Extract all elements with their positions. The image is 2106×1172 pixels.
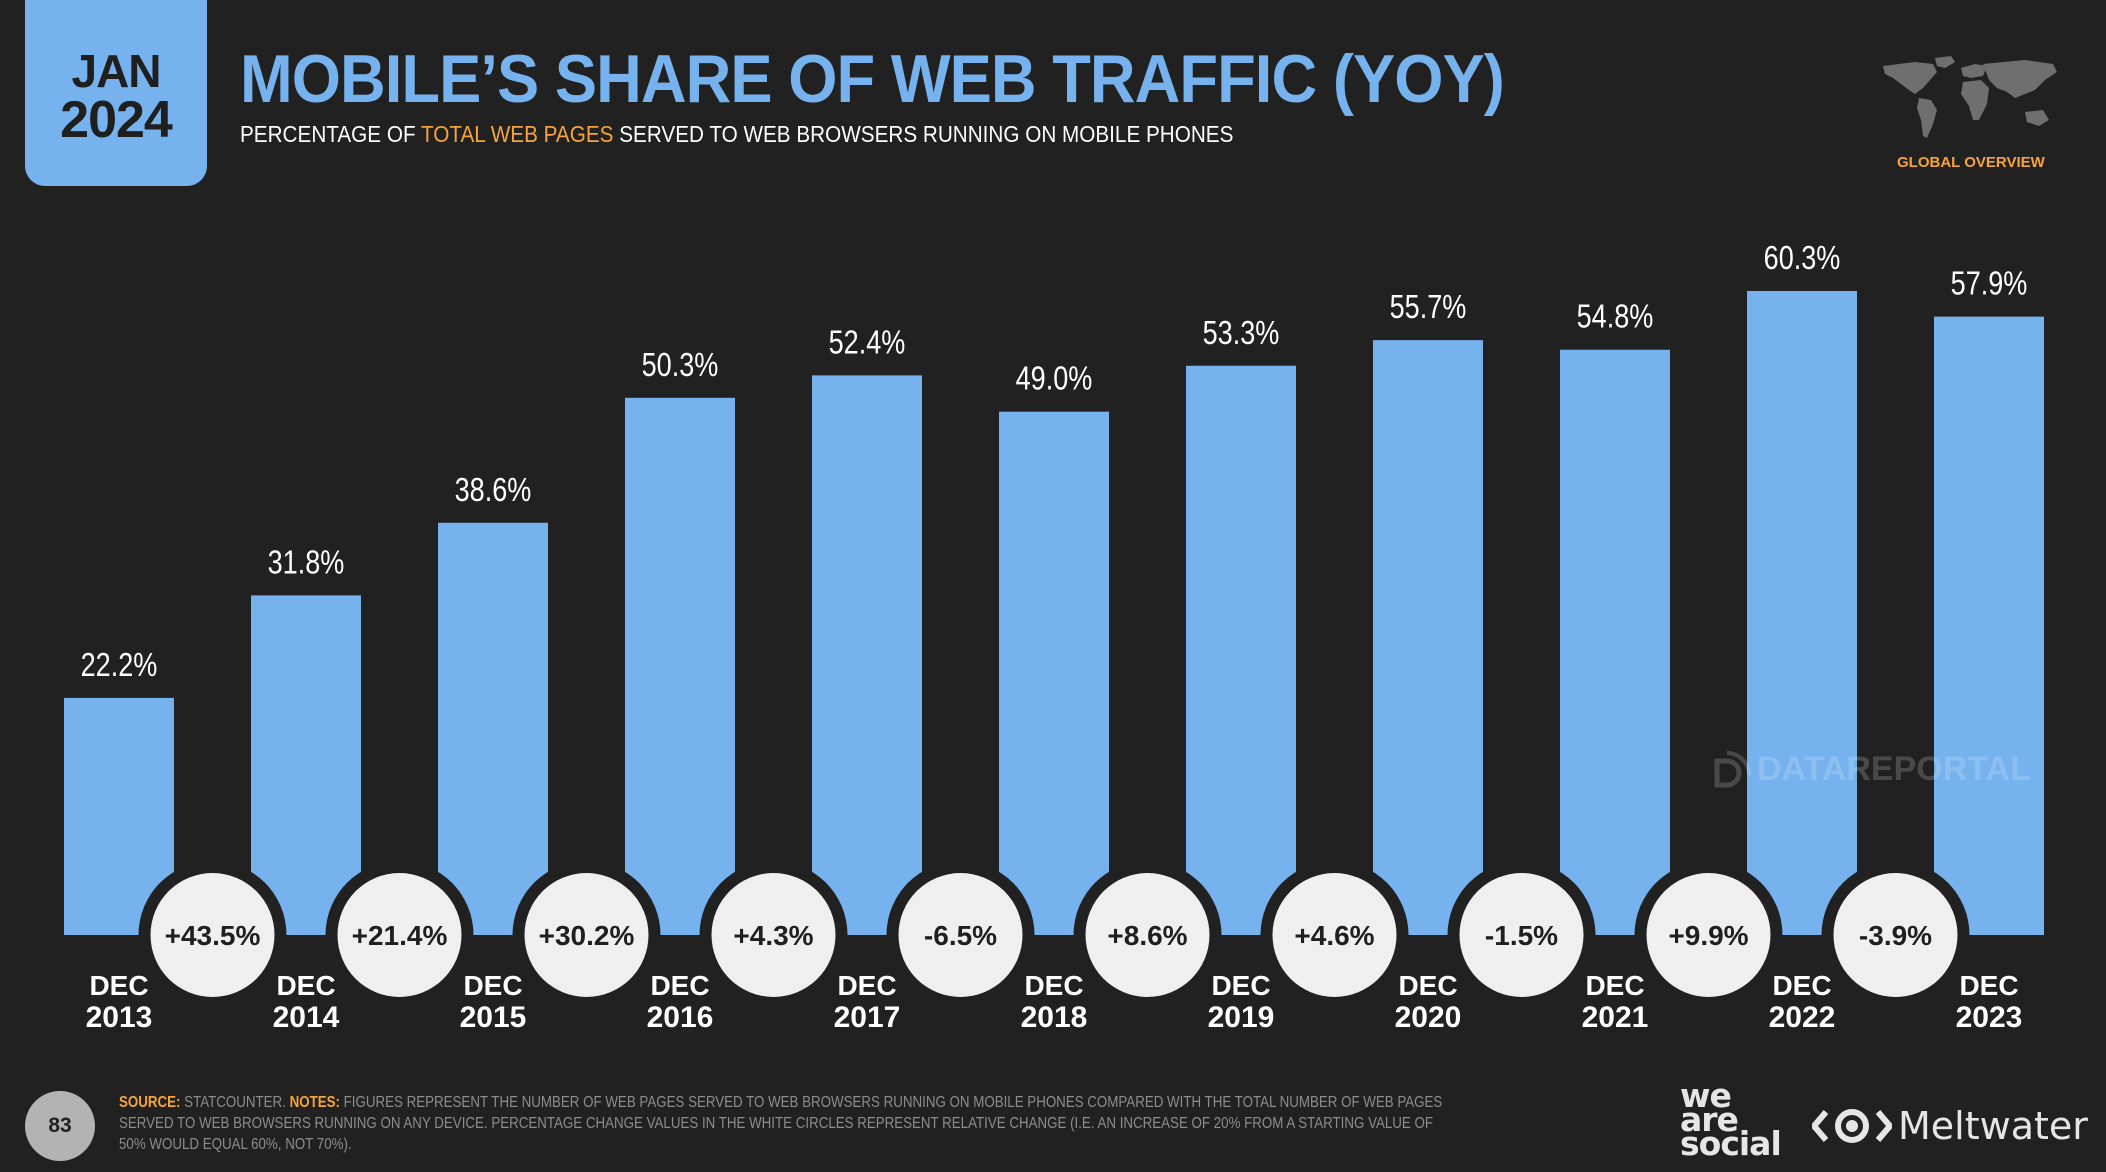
yoy-change-label: +43.5%: [165, 920, 261, 951]
bar-2023: [1934, 316, 2044, 935]
yoy-change-label: -1.5%: [1485, 920, 1558, 951]
bar-2018: [999, 411, 1109, 935]
yoy-circle: [1833, 873, 1958, 997]
yoy-circle: [1272, 873, 1397, 997]
bar-value-label: 53.3%: [1203, 315, 1280, 351]
category-month-label: DEC: [463, 970, 522, 1001]
yoy-change-label: +8.6%: [1107, 920, 1187, 951]
category-year-label: 2019: [1208, 1001, 1275, 1034]
category-year-label: 2013: [86, 1001, 153, 1034]
date-month: JAN: [71, 45, 161, 97]
yoy-change-label: -3.9%: [1859, 920, 1932, 951]
bar-value-label: 57.9%: [1951, 266, 2028, 302]
bar-2015: [438, 522, 548, 935]
page-number-badge: 83: [25, 1091, 95, 1161]
bar-chart: 22.2% 31.8% 38.6% 50.3% 52.4% 49.0% 53.3% 55.7%…: [64, 241, 2044, 1034]
category-month-label: DEC: [837, 970, 896, 1001]
category-month-label: DEC: [1772, 970, 1831, 1001]
yoy-change-label: +4.6%: [1294, 920, 1374, 951]
bar-value-label: 60.3%: [1764, 241, 1841, 277]
yoy-circle: [711, 873, 836, 997]
subtitle-highlight: TOTAL WEB PAGES: [420, 121, 614, 147]
bar-2020: [1373, 340, 1483, 935]
yoy-circle: [337, 873, 462, 997]
bar-value-label: 54.8%: [1577, 299, 1654, 335]
yoy-change-label: +4.3%: [733, 920, 813, 951]
category-year-label: 2023: [1956, 1001, 2023, 1034]
watermark-text: DATAREPORTAL: [1757, 750, 2031, 788]
notes-label: NOTES:: [289, 1094, 340, 1111]
region-label: GLOBAL OVERVIEW: [1897, 154, 2045, 171]
bar-2014: [251, 595, 361, 935]
source-text: STATCOUNTER.: [180, 1094, 290, 1111]
bar-value-label: 49.0%: [1016, 361, 1093, 397]
yoy-change-label: +30.2%: [539, 920, 635, 951]
yoy-circle: [1459, 873, 1584, 997]
subtitle-pre: PERCENTAGE OF: [240, 121, 421, 147]
category-year-label: 2014: [273, 1001, 340, 1034]
category-year-label: 2022: [1769, 1001, 1836, 1034]
meltwater-logo: Meltwater: [1812, 1104, 2088, 1148]
bar-2022: [1747, 290, 1857, 936]
bar-2021: [1560, 349, 1670, 936]
bar-2017: [812, 375, 922, 935]
category-year-label: 2020: [1395, 1001, 1462, 1034]
logo-word-are: are: [1680, 1100, 1739, 1139]
logo-word-we: we: [1680, 1076, 1732, 1115]
page-title: MOBILE’S SHARE OF WEB TRAFFIC (YOY): [240, 41, 1505, 117]
we-are-social-logo: we are social: [1680, 1076, 1800, 1163]
yoy-circle: [524, 873, 649, 997]
datareportal-logo-icon: [1714, 750, 1751, 787]
yoy-circle: [1085, 873, 1210, 997]
category-year-label: 2017: [834, 1001, 901, 1034]
yoy-circle: [898, 873, 1023, 997]
page-number: 83: [48, 1114, 72, 1137]
category-month-label: DEC: [276, 970, 335, 1001]
category-year-label: 2021: [1582, 1001, 1649, 1034]
date-year: 2024: [60, 91, 173, 149]
category-year-label: 2018: [1021, 1001, 1088, 1034]
category-month-label: DEC: [1585, 970, 1644, 1001]
bar-value-label: 55.7%: [1390, 290, 1467, 326]
date-badge: JAN 2024: [25, 0, 207, 186]
yoy-circle: [150, 873, 275, 997]
world-map-icon: [1883, 56, 2057, 138]
notes-text: FIGURES REPRESENT THE NUMBER OF WEB PAGE…: [119, 1094, 1443, 1153]
yoy-circle: [1646, 873, 1771, 997]
bar-value-label: 38.6%: [455, 472, 532, 508]
bar-value-label: 31.8%: [268, 545, 345, 581]
meltwater-wordmark: Meltwater: [1898, 1104, 2088, 1148]
source-label: SOURCE:: [119, 1094, 181, 1111]
category-year-label: 2016: [647, 1001, 714, 1034]
bar-value-label: 52.4%: [829, 325, 906, 361]
category-month-label: DEC: [89, 970, 148, 1001]
category-month-label: DEC: [1398, 970, 1457, 1001]
category-month-label: DEC: [1024, 970, 1083, 1001]
logo-word-social: social: [1680, 1124, 1782, 1163]
datareportal-watermark: DATAREPORTAL: [1713, 750, 2031, 789]
bar-value-label: 22.2%: [81, 647, 158, 683]
yoy-change-label: -6.5%: [924, 920, 997, 951]
category-year-label: 2015: [460, 1001, 527, 1034]
yoy-change-label: +21.4%: [352, 920, 448, 951]
bar-value-label: 50.3%: [642, 347, 719, 383]
bar-2016: [625, 397, 735, 935]
page-subtitle: PERCENTAGE OF TOTAL WEB PAGES SERVED TO …: [240, 121, 1233, 148]
yoy-change-label: +9.9%: [1668, 920, 1748, 951]
subtitle-post: SERVED TO WEB BROWSERS RUNNING ON MOBILE…: [613, 121, 1234, 147]
category-month-label: DEC: [650, 970, 709, 1001]
category-month-label: DEC: [1211, 970, 1270, 1001]
footer-notes: SOURCE: STATCOUNTER. NOTES: FIGURES REPR…: [119, 1092, 1443, 1155]
meltwater-eye-icon: [1812, 1109, 1892, 1143]
category-month-label: DEC: [1959, 970, 2018, 1001]
bar-2019: [1186, 365, 1296, 936]
